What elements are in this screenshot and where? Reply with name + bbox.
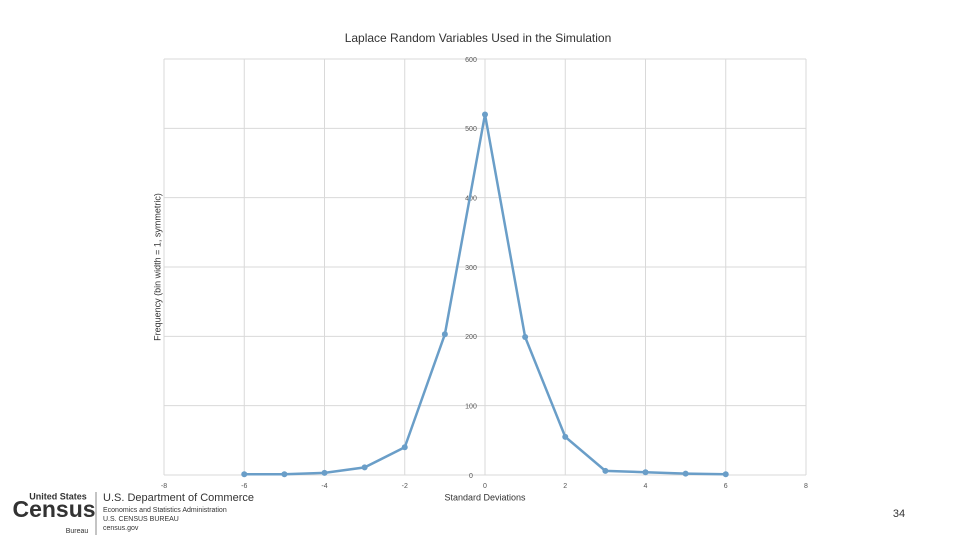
data-point [281,471,288,478]
data-point [361,464,368,471]
y-tick-label: 400 [465,196,477,203]
x-tick-label: 8 [804,483,808,490]
x-tick-label: 0 [483,483,487,490]
data-point [602,467,609,474]
y-tick-label: 200 [465,334,477,341]
data-point [441,331,448,338]
y-tick-label: 500 [465,126,477,133]
data-point [722,471,729,478]
x-tick-label: 2 [563,483,567,490]
data-point [482,111,488,118]
x-tick-label: 4 [644,483,648,490]
logo-top: United States [29,491,87,501]
chart-title: Laplace Random Variables Used in the Sim… [345,31,612,45]
footer-line: U.S. CENSUS BUREAU [103,516,179,523]
data-point [401,444,408,451]
data-point [682,470,689,477]
y-tick-label: 0 [469,473,473,480]
x-tick-label: -6 [241,483,247,490]
department: U.S. Department of Commerce [103,492,254,504]
x-axis-label: Standard Deviations [444,492,526,502]
data-point [241,471,248,478]
y-tick-label: 100 [465,404,477,411]
data-point [321,469,328,476]
logo-sub: Bureau [66,528,89,535]
x-tick-label: -2 [402,483,408,490]
page-number: 34 [893,508,905,520]
logo-main: Census [12,496,95,522]
x-tick-label: 6 [724,483,728,490]
footer: United States Census Bureau U.S. Departm… [12,491,905,535]
x-tick-label: -8 [161,483,167,490]
y-axis-label: Frequency (bin width = 1, symmetric) [152,193,162,341]
x-tick-label: -4 [321,483,327,490]
y-tick-label: 600 [465,57,477,64]
y-tick-label: 300 [465,265,477,272]
footer-line: Economics and Statistics Administration [103,507,227,514]
data-point [642,469,649,476]
data-point [562,433,569,440]
data-point [522,334,529,341]
footer-line: census.gov [103,525,139,532]
